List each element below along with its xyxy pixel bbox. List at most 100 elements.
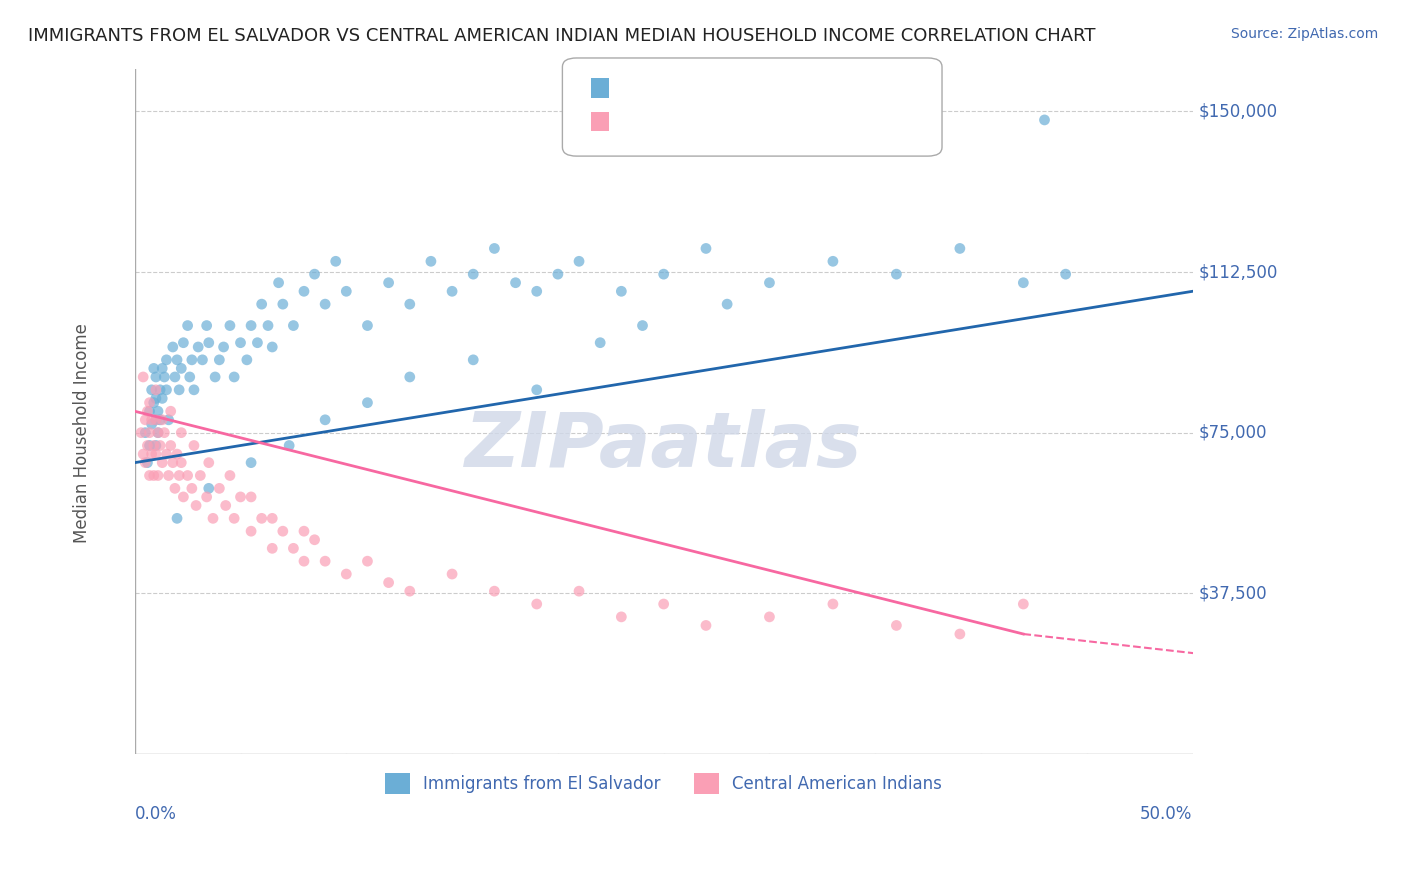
Point	[184, 499, 207, 513]
Point	[176, 468, 198, 483]
Point	[292, 524, 315, 539]
Text: IMMIGRANTS FROM EL SALVADOR VS CENTRAL AMERICAN INDIAN MEDIAN HOUSEHOLD INCOME C: IMMIGRANTS FROM EL SALVADOR VS CENTRAL A…	[28, 27, 1095, 45]
Point	[208, 352, 231, 367]
Point	[610, 610, 633, 624]
Point	[134, 425, 156, 440]
Point	[129, 425, 152, 440]
Point	[166, 447, 188, 461]
Point	[141, 413, 163, 427]
Point	[314, 297, 336, 311]
Point	[197, 456, 219, 470]
Point	[201, 511, 224, 525]
Point	[132, 447, 155, 461]
Point	[304, 533, 326, 547]
Point	[398, 584, 420, 599]
Point	[145, 447, 167, 461]
Point	[145, 392, 167, 406]
Point	[162, 340, 184, 354]
Point	[271, 524, 294, 539]
Point	[886, 618, 908, 632]
Point	[136, 456, 159, 470]
Point	[146, 425, 169, 440]
Text: Median Household Income: Median Household Income	[73, 323, 91, 542]
Point	[145, 383, 167, 397]
Point	[155, 447, 177, 461]
Point	[283, 541, 305, 556]
Point	[149, 383, 172, 397]
Point	[257, 318, 280, 333]
Point	[325, 254, 347, 268]
Point	[224, 511, 246, 525]
Point	[141, 447, 163, 461]
Point	[197, 481, 219, 495]
Point	[157, 468, 180, 483]
Point	[145, 413, 167, 427]
Point	[132, 370, 155, 384]
Point	[246, 335, 269, 350]
Point	[240, 318, 263, 333]
Point	[695, 242, 717, 256]
Point	[141, 383, 163, 397]
Text: ZIPaatlas: ZIPaatlas	[465, 409, 862, 483]
Point	[695, 618, 717, 632]
Text: $37,500: $37,500	[1199, 584, 1268, 602]
Point	[250, 297, 273, 311]
Point	[138, 468, 160, 483]
Point	[758, 610, 780, 624]
Point	[138, 438, 160, 452]
Point	[183, 438, 205, 452]
Point	[163, 481, 186, 495]
Point	[1012, 276, 1035, 290]
Point	[141, 417, 163, 431]
Point	[356, 318, 378, 333]
Point	[652, 597, 675, 611]
Point	[1012, 597, 1035, 611]
Point	[170, 361, 193, 376]
Point	[229, 335, 252, 350]
Point	[150, 361, 173, 376]
Point	[166, 352, 188, 367]
Point	[526, 383, 548, 397]
Point	[149, 413, 172, 427]
Point	[398, 297, 420, 311]
Point	[145, 438, 167, 452]
Point	[262, 541, 284, 556]
Point	[163, 370, 186, 384]
Point	[150, 413, 173, 427]
Text: R =  0.225  N = 89: R = 0.225 N = 89	[612, 80, 756, 95]
Point	[146, 404, 169, 418]
Point	[172, 335, 194, 350]
Point	[142, 468, 165, 483]
Point	[484, 584, 506, 599]
Point	[153, 370, 176, 384]
Point	[138, 395, 160, 409]
Point	[134, 413, 156, 427]
Point	[314, 554, 336, 568]
Point	[183, 383, 205, 397]
Point	[267, 276, 290, 290]
Point	[547, 267, 569, 281]
Point	[146, 468, 169, 483]
Point	[271, 297, 294, 311]
Point	[377, 575, 399, 590]
Point	[145, 370, 167, 384]
Point	[484, 242, 506, 256]
Point	[149, 438, 172, 452]
Point	[398, 370, 420, 384]
Point	[219, 468, 242, 483]
Point	[262, 511, 284, 525]
Point	[187, 340, 209, 354]
Point	[278, 438, 301, 452]
Point	[631, 318, 654, 333]
Point	[142, 438, 165, 452]
Text: $112,500: $112,500	[1199, 263, 1278, 281]
Point	[215, 499, 238, 513]
Point	[526, 597, 548, 611]
Point	[949, 627, 972, 641]
Point	[441, 567, 464, 582]
Point	[191, 352, 214, 367]
Point	[136, 438, 159, 452]
Point	[159, 404, 181, 418]
Point	[145, 413, 167, 427]
Point	[335, 567, 357, 582]
